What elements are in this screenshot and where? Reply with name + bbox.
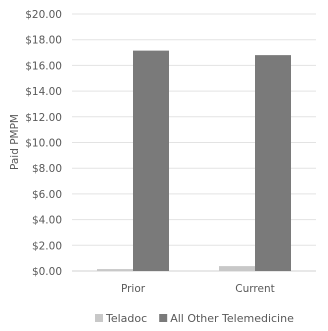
y-tick-label: $2.00 bbox=[32, 240, 62, 252]
y-tick-label: $18.00 bbox=[25, 35, 62, 47]
bar-teladoc-prior bbox=[97, 269, 133, 271]
legend-label: Teladoc bbox=[105, 312, 147, 325]
y-tick-label: $20.00 bbox=[25, 9, 62, 21]
bar-teladoc-current bbox=[219, 266, 255, 271]
x-tick-label: Prior bbox=[121, 283, 146, 295]
y-axis-tick-labels: $0.00 $2.00 $4.00 $6.00 $8.00 $10.00 $12.00 $14… bbox=[25, 9, 62, 278]
y-tick-label: $4.00 bbox=[32, 215, 62, 227]
x-tick-label: Current bbox=[235, 283, 274, 295]
bar-all-other-telemedicine-current bbox=[255, 55, 291, 272]
x-axis-tick-labels: Prior Current bbox=[121, 283, 275, 295]
y-tick-label: $16.00 bbox=[25, 60, 62, 72]
y-tick-label: $10.00 bbox=[25, 138, 62, 150]
bar-all-other-telemedicine-prior bbox=[133, 50, 169, 272]
y-tick-label: $8.00 bbox=[32, 163, 62, 175]
gridlines bbox=[72, 13, 316, 272]
y-tick-label: $12.00 bbox=[25, 112, 62, 124]
legend-swatch bbox=[95, 314, 103, 322]
y-tick-label: $6.00 bbox=[32, 189, 62, 201]
y-axis-label: Paid PMPM bbox=[9, 114, 21, 170]
y-tick-label: $0.00 bbox=[32, 266, 62, 278]
bars bbox=[97, 50, 291, 272]
legend-swatch bbox=[159, 314, 168, 322]
y-tick-label: $14.00 bbox=[25, 86, 62, 98]
legend-label: All Other Telemedicine bbox=[170, 312, 294, 325]
legend: Teladoc All Other Telemedicine bbox=[95, 312, 294, 325]
